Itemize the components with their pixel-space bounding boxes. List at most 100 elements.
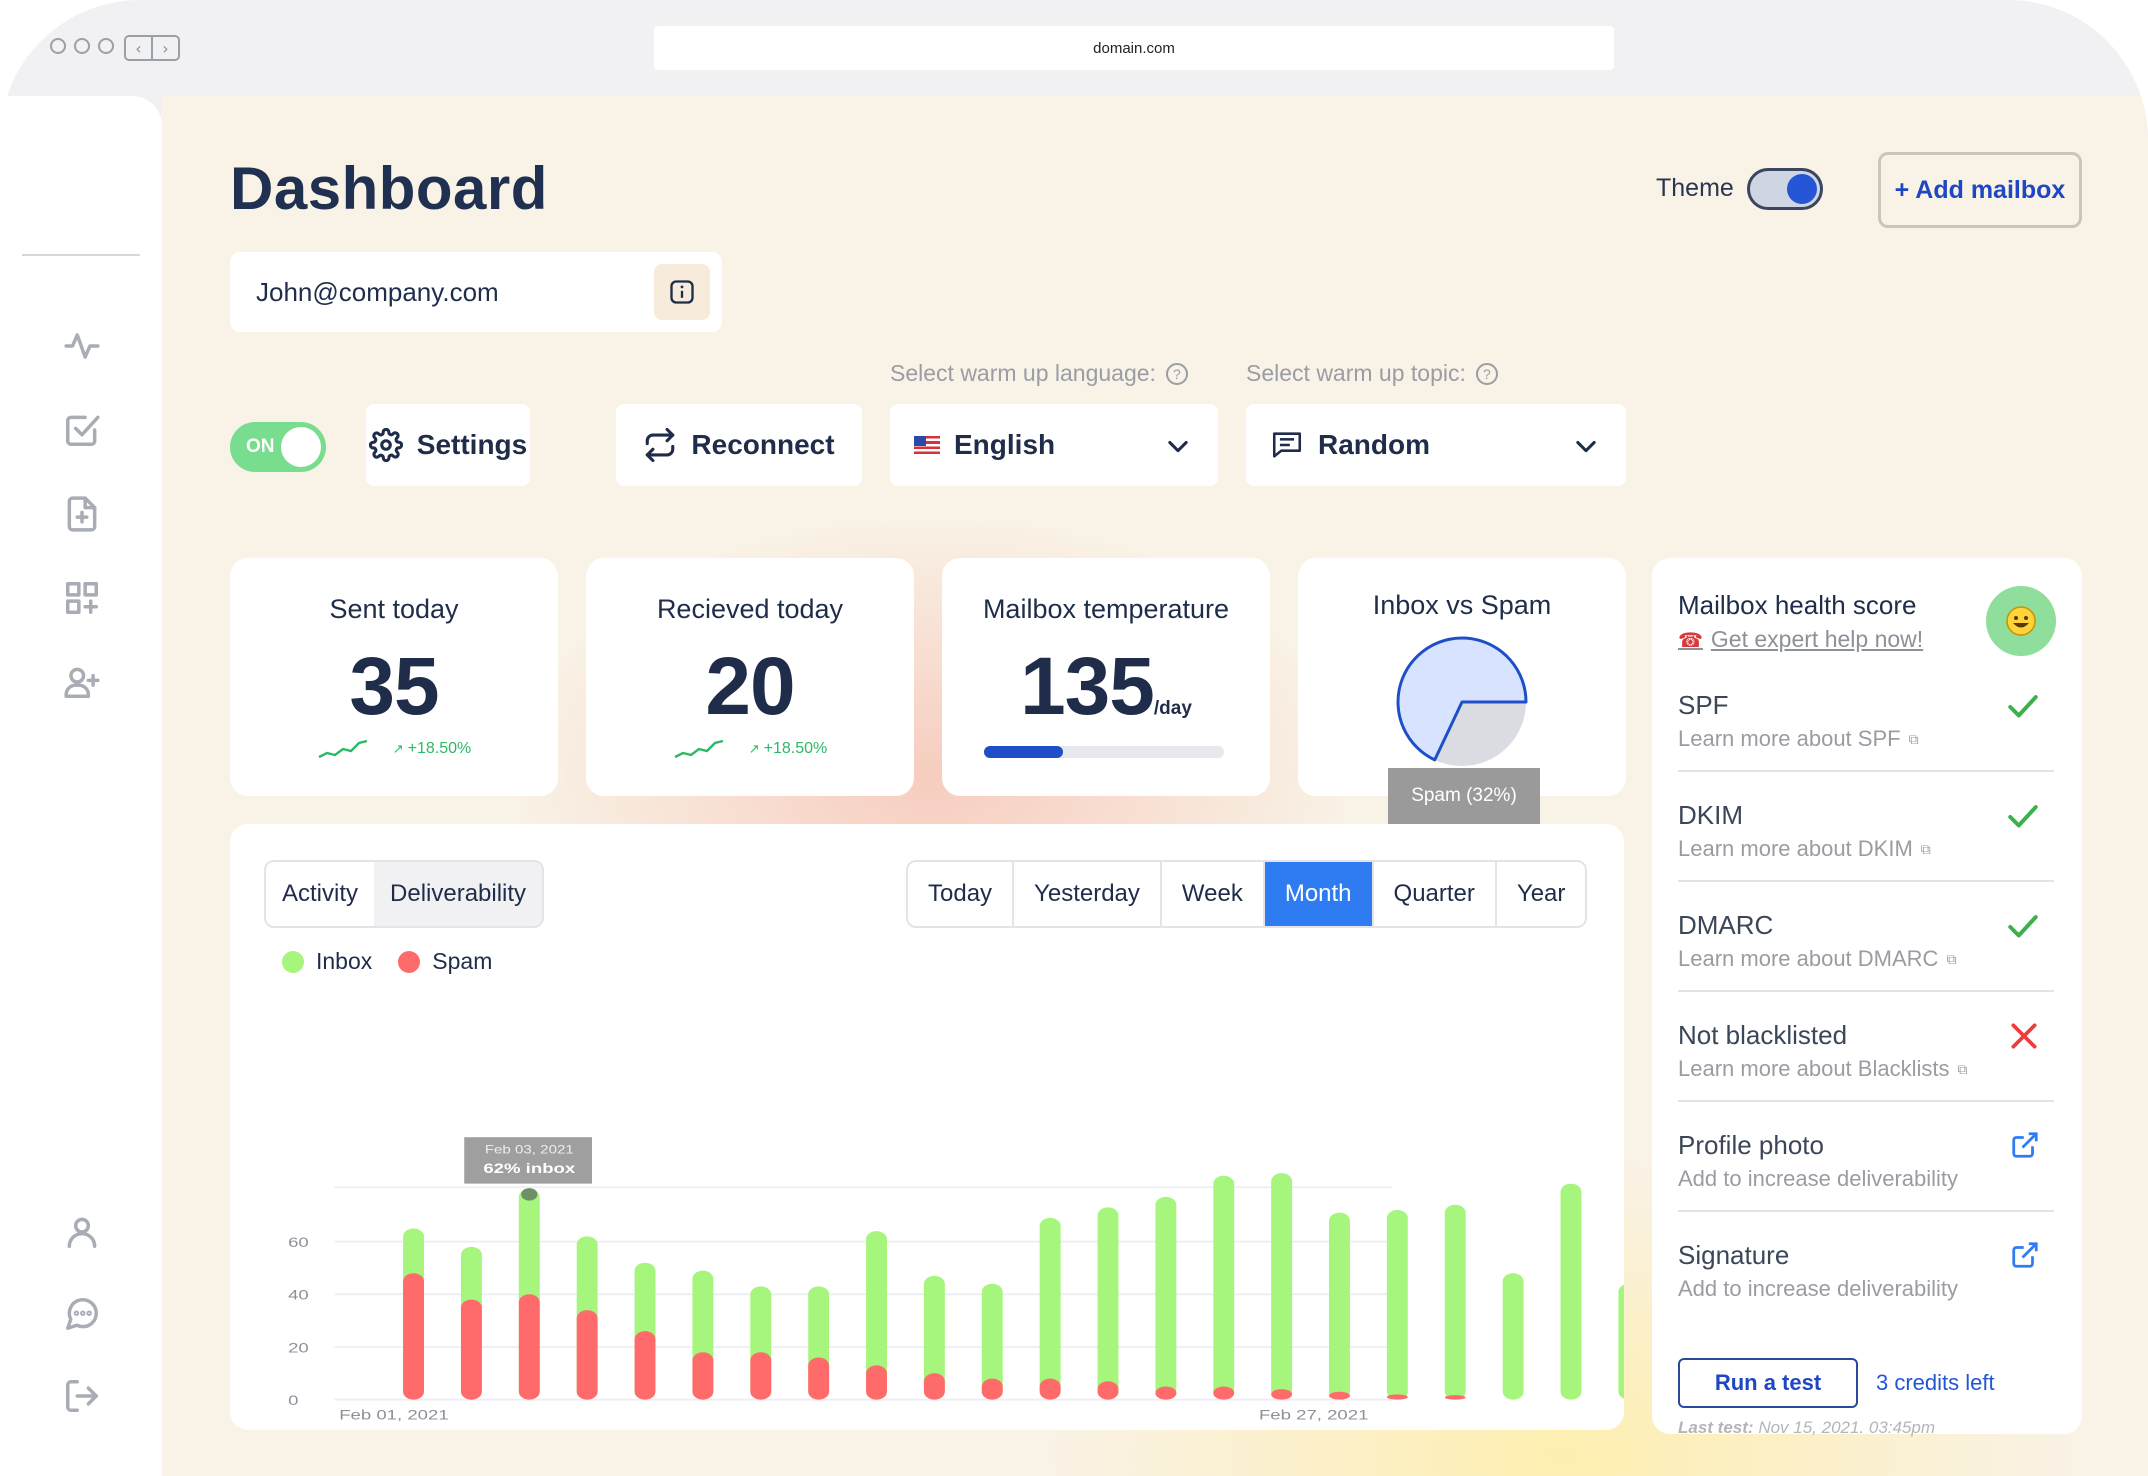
bar-spam[interactable] (518, 1294, 540, 1400)
deliverability-bar-chart: 0 20 40 60 Feb 03, 2021 62% inbox Feb 01, 2021… (288, 1137, 1624, 1423)
tab-deliverability[interactable]: Deliverability (374, 862, 543, 926)
bar-inbox[interactable] (1386, 1210, 1408, 1400)
bar-spam[interactable] (1444, 1395, 1466, 1400)
health-item-link[interactable]: Learn more about DMARC ⧉ (1678, 946, 1956, 972)
bar-inbox[interactable] (1213, 1175, 1235, 1400)
health-item-spf: SPF Learn more about SPF ⧉ (1678, 690, 2054, 800)
bar-spam[interactable] (750, 1352, 772, 1400)
window-dot[interactable] (50, 38, 66, 54)
window-dot[interactable] (74, 38, 90, 54)
add-user-icon[interactable] (58, 658, 106, 706)
health-item-dmarc: DMARC Learn more about DMARC ⧉ (1678, 910, 2054, 1020)
bar-inbox[interactable] (1271, 1173, 1293, 1400)
card-title: Mailbox temperature (982, 594, 1230, 624)
reconnect-button[interactable]: Reconnect (616, 404, 862, 486)
bar-inbox[interactable] (1097, 1207, 1119, 1400)
bar-spam[interactable] (460, 1299, 482, 1400)
bar-inbox[interactable] (923, 1275, 945, 1400)
topic-select[interactable]: Random (1246, 404, 1626, 486)
theme-toggle[interactable] (1747, 168, 1823, 210)
back-arrow-icon[interactable]: ‹ (126, 37, 153, 59)
received-today-card: Recieved today 20 ↗ +18.50% (586, 558, 914, 796)
bar-spam[interactable] (1097, 1381, 1119, 1400)
bar-inbox[interactable] (981, 1283, 1003, 1400)
health-item-link[interactable]: Learn more about DKIM ⧉ (1678, 836, 1931, 862)
bar-inbox[interactable] (1560, 1183, 1582, 1400)
health-item-sub: Learn more about DMARC (1678, 946, 1939, 971)
chat-icon[interactable] (58, 1290, 106, 1338)
add-mailbox-button[interactable]: + Add mailbox (1878, 152, 2082, 228)
external-link-icon[interactable] (2010, 1240, 2040, 1270)
bar-inbox[interactable] (866, 1231, 887, 1400)
range-quarter[interactable]: Quarter (1374, 862, 1497, 926)
activity-icon[interactable] (58, 322, 106, 370)
window-dot[interactable] (98, 38, 114, 54)
range-month[interactable]: Month (1264, 862, 1374, 926)
y-tick-label: 20 (288, 1339, 309, 1355)
last-test-info: Last test: Nov 15, 2021. 03:45pm (1678, 1418, 1935, 1438)
health-item-name: DMARC (1678, 910, 1774, 940)
help-icon[interactable]: ? (1475, 362, 1498, 385)
deliverability-chart-card: Activity Deliverability Today Yesterday … (230, 824, 1624, 1430)
info-button[interactable] (654, 264, 710, 320)
warmup-toggle[interactable]: ON (230, 422, 326, 472)
bar-spam[interactable] (1155, 1386, 1177, 1400)
range-yesterday[interactable]: Yesterday (1014, 862, 1162, 926)
card-title: Sent today (329, 594, 459, 624)
bar-spam[interactable] (576, 1310, 598, 1400)
card-value: 20 (705, 641, 795, 732)
health-item-link[interactable]: Learn more about SPF ⧉ (1678, 726, 1919, 752)
card-value: 135 (1020, 641, 1155, 732)
external-link-icon[interactable] (2010, 1130, 2040, 1160)
legend-inbox: Inbox (316, 948, 373, 974)
language-select[interactable]: English (890, 404, 1218, 486)
bar-inbox[interactable] (1444, 1204, 1466, 1400)
bar-spam[interactable] (866, 1365, 887, 1400)
checklist-icon[interactable] (58, 406, 106, 454)
bar-spam[interactable] (1039, 1378, 1061, 1400)
mailbox-email-field[interactable]: John@company.com (230, 252, 722, 332)
bar-spam[interactable] (981, 1378, 1003, 1400)
bar-spam[interactable] (1213, 1386, 1235, 1400)
range-year[interactable]: Year (1516, 880, 1566, 907)
chart-legend: Inbox Spam (282, 948, 492, 975)
bar-inbox[interactable] (1329, 1212, 1350, 1400)
bar-spam[interactable] (1271, 1389, 1293, 1400)
external-link-icon: ⧉ (1908, 730, 1919, 747)
url-bar[interactable]: domain.com (654, 26, 1614, 70)
y-tick-label: 0 (288, 1392, 298, 1408)
temperature-unit: /day (1153, 698, 1192, 719)
check-icon (2008, 915, 2038, 938)
trend-value: +18.50% (763, 740, 828, 757)
bar-spam[interactable] (634, 1331, 656, 1400)
bar-inbox[interactable] (1502, 1273, 1524, 1400)
user-icon[interactable] (58, 1208, 106, 1256)
settings-button[interactable]: Settings (366, 404, 530, 486)
health-item-link[interactable]: Learn more about Blacklists ⧉ (1678, 1056, 1967, 1082)
bar-spam[interactable] (923, 1373, 945, 1400)
check-icon (2008, 695, 2038, 718)
range-week[interactable]: Week (1162, 862, 1265, 926)
run-test-button[interactable]: Run a test (1678, 1358, 1858, 1408)
apps-add-icon[interactable] (58, 574, 106, 622)
range-today[interactable]: Today (908, 862, 1015, 926)
tab-activity[interactable]: Activity (282, 880, 359, 907)
add-file-icon[interactable] (58, 490, 106, 538)
bar-inbox[interactable] (1039, 1217, 1061, 1400)
help-icon[interactable]: ? (1165, 362, 1188, 385)
bar-spam[interactable] (692, 1352, 714, 1400)
us-flag-icon (914, 436, 940, 454)
bar-spam[interactable] (403, 1273, 424, 1400)
bar-inbox[interactable] (1618, 1284, 1624, 1400)
bar-spam[interactable] (1329, 1391, 1350, 1400)
logout-icon[interactable] (58, 1372, 106, 1420)
bar-spam[interactable] (808, 1357, 830, 1400)
window-controls[interactable] (50, 38, 114, 54)
bar-spam[interactable] (1386, 1394, 1408, 1400)
forward-arrow-icon[interactable]: › (162, 38, 169, 58)
expert-help-link[interactable]: ☎ Get expert help now! (1678, 626, 1923, 653)
bar-inbox[interactable] (1155, 1196, 1177, 1400)
card-title: Recieved today (656, 594, 844, 624)
check-icon (2008, 805, 2038, 828)
